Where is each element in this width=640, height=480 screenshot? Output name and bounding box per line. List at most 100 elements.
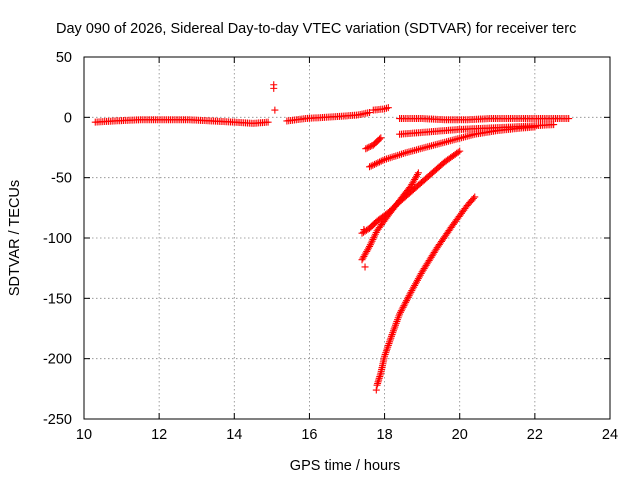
data-points: [91, 81, 573, 394]
series-band-j: [362, 134, 385, 153]
data-point: [361, 263, 369, 271]
data-point: [370, 234, 378, 242]
data-point: [369, 235, 377, 243]
y-tick-label: -50: [51, 171, 72, 187]
x-tick-label: 10: [76, 427, 92, 443]
data-point: [405, 292, 413, 300]
data-point: [376, 135, 384, 143]
data-point: [386, 336, 394, 344]
data-point: [390, 153, 398, 161]
series-band-f: [366, 123, 539, 171]
data-point: [371, 160, 379, 168]
data-point: [365, 244, 373, 252]
series-band-b: [283, 109, 374, 125]
data-point: [403, 297, 411, 305]
data-point: [399, 303, 407, 311]
data-point: [388, 153, 396, 161]
data-point: [372, 386, 380, 394]
data-point: [264, 118, 272, 126]
series-band-a: [91, 116, 272, 127]
data-point: [394, 151, 402, 159]
data-point: [384, 341, 392, 349]
data-point: [366, 143, 374, 151]
data-point: [385, 340, 393, 348]
y-tick-label: -150: [43, 291, 72, 307]
plot-frame: [83, 56, 611, 420]
data-point: [374, 159, 382, 167]
data-point: [377, 157, 385, 165]
data-point: [382, 349, 390, 357]
data-point: [565, 115, 573, 123]
data-point: [382, 104, 390, 112]
data-point: [381, 352, 389, 360]
data-point: [372, 160, 380, 168]
axis-ticks: 10 12 14 16 18 20 22 24 -250 -200 -150 -100 -50 0 50: [43, 50, 618, 443]
data-point: [379, 156, 387, 164]
data-point: [400, 302, 408, 310]
data-point: [399, 150, 407, 158]
series-band-d: [396, 115, 573, 124]
y-tick-label: -200: [43, 352, 72, 368]
data-point: [392, 152, 400, 160]
x-axis-label: GPS time / hours: [290, 458, 400, 474]
data-point: [413, 170, 421, 178]
data-point: [471, 193, 479, 201]
x-tick-label: 24: [602, 427, 618, 443]
data-point: [365, 143, 373, 151]
data-point: [366, 163, 374, 171]
x-tick-label: 20: [452, 427, 468, 443]
data-point: [366, 242, 374, 250]
data-point: [381, 350, 389, 358]
data-point: [397, 150, 405, 158]
series-band-c: [369, 104, 392, 114]
data-point: [386, 338, 394, 346]
data-point: [366, 241, 374, 249]
data-point: [382, 347, 390, 355]
data-point: [362, 145, 370, 153]
data-point: [360, 226, 368, 234]
data-point: [403, 295, 411, 303]
data-point: [371, 232, 379, 240]
data-point: [376, 158, 384, 166]
data-point: [363, 144, 371, 152]
y-tick-label: -100: [43, 231, 72, 247]
y-tick-label: 50: [56, 50, 72, 66]
data-point: [397, 307, 405, 315]
data-point: [381, 105, 389, 113]
data-point: [371, 230, 379, 238]
data-point: [367, 162, 375, 170]
series-spike: [270, 81, 279, 114]
data-point: [367, 239, 375, 247]
data-point: [271, 106, 279, 114]
data-point: [456, 147, 464, 155]
data-point: [550, 121, 558, 129]
data-point: [377, 134, 385, 142]
x-tick-label: 16: [301, 427, 317, 443]
series-band-h: [358, 169, 422, 264]
data-point: [366, 109, 374, 117]
data-point: [383, 345, 391, 353]
series-stray: [360, 226, 380, 394]
data-point: [384, 343, 392, 351]
data-point: [469, 194, 477, 202]
data-point: [368, 237, 376, 245]
data-point: [369, 161, 377, 169]
data-point: [384, 104, 392, 112]
data-point: [396, 308, 404, 316]
x-tick-label: 12: [151, 427, 167, 443]
y-tick-label: -250: [43, 412, 72, 428]
data-point: [414, 169, 422, 177]
data-point: [386, 154, 394, 162]
x-tick-label: 14: [226, 427, 242, 443]
data-point: [402, 298, 410, 306]
grid: [84, 57, 610, 419]
y-tick-label: 0: [64, 110, 72, 126]
x-tick-label: 18: [377, 427, 393, 443]
data-point: [398, 305, 406, 313]
y-axis-label: SDTVAR / TECUs: [7, 180, 23, 296]
data-point: [454, 148, 462, 156]
data-point: [401, 300, 409, 308]
x-tick-label: 22: [527, 427, 543, 443]
data-point: [531, 123, 539, 131]
